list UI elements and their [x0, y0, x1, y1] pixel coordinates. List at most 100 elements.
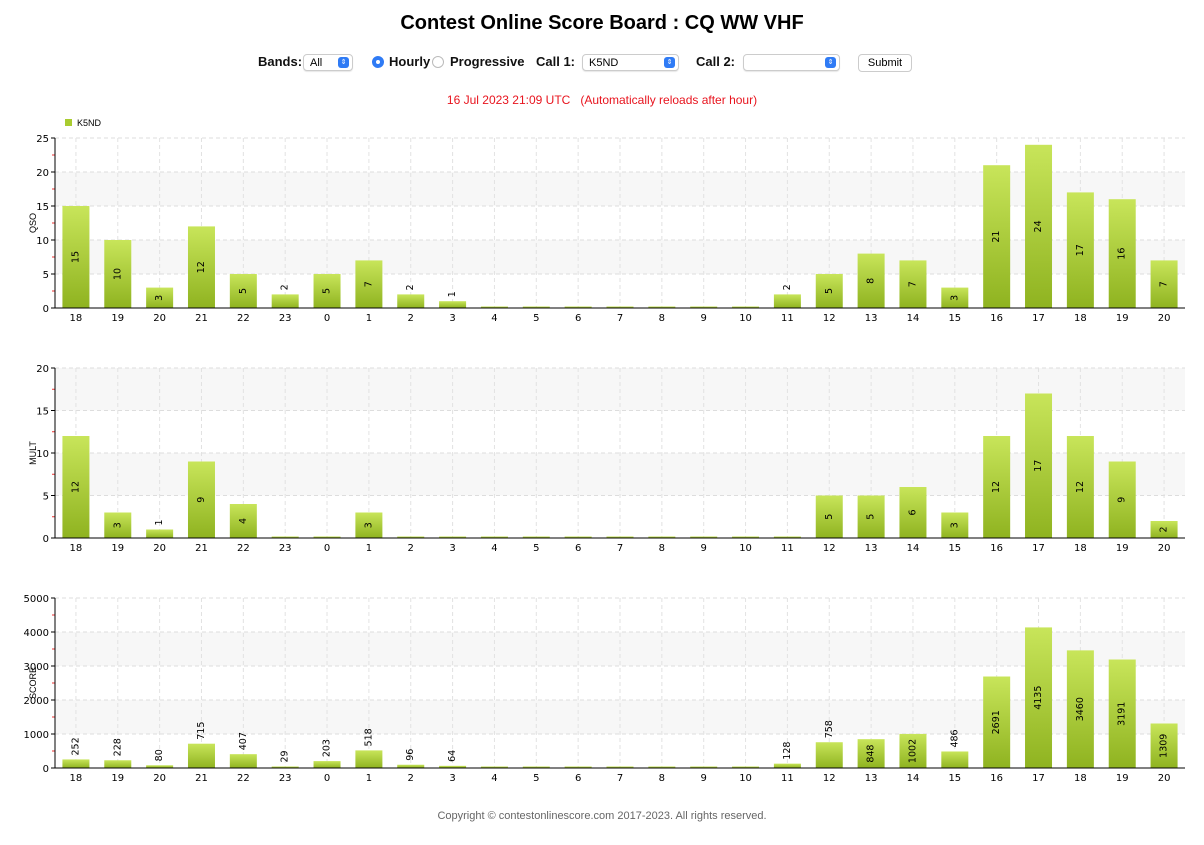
- x-tick-label: 18: [1074, 773, 1087, 784]
- x-tick-label: 19: [111, 773, 124, 784]
- bands-select[interactable]: All ⇕: [303, 54, 353, 71]
- bar: [773, 536, 801, 538]
- select-arrows-icon: ⇕: [338, 57, 349, 68]
- x-tick-label: 2: [408, 313, 414, 324]
- data-label: 96: [405, 749, 416, 761]
- data-label: 3: [112, 522, 123, 528]
- x-tick-label: 12: [823, 313, 836, 324]
- x-tick-label: 0: [324, 313, 330, 324]
- call1-value: K5ND: [589, 57, 619, 69]
- data-label: 9: [1117, 497, 1128, 503]
- x-tick-label: 17: [1032, 313, 1045, 324]
- bar: [564, 536, 592, 538]
- bar: [187, 226, 215, 308]
- data-label: 1: [154, 519, 165, 525]
- bar: [313, 536, 341, 538]
- bar: [857, 253, 885, 308]
- x-tick-label: 16: [990, 773, 1003, 784]
- data-label: 17: [1075, 244, 1086, 256]
- bar: [271, 294, 299, 308]
- bar: [146, 287, 174, 308]
- bar: [941, 512, 969, 538]
- bar: [480, 536, 508, 538]
- x-tick-label: 10: [739, 773, 752, 784]
- bar: [313, 761, 341, 768]
- call1-label: Call 1:: [536, 54, 576, 69]
- data-label: 10: [112, 268, 123, 280]
- x-tick-label: 14: [907, 773, 920, 784]
- data-label: 8: [866, 278, 877, 284]
- bar: [732, 306, 760, 308]
- y-axis-label: QSO: [28, 213, 38, 233]
- status-timestamp: 16 Jul 2023 21:09 UTC (Automatically rel…: [446, 93, 758, 107]
- footer-copyright: Copyright © contestonlinescore.com 2017-…: [437, 810, 767, 822]
- bar: [1066, 192, 1094, 308]
- data-label: 2: [782, 284, 793, 290]
- bar: [1025, 393, 1053, 538]
- bar: [187, 743, 215, 768]
- x-tick-label: 23: [279, 313, 292, 324]
- bar: [732, 536, 760, 538]
- x-tick-label: 13: [865, 543, 878, 554]
- data-label: 203: [322, 739, 333, 757]
- data-label: 252: [70, 737, 81, 755]
- bar: [1108, 461, 1136, 538]
- legend-label[interactable]: K5ND: [77, 118, 102, 128]
- call2-select[interactable]: ⇕: [743, 54, 840, 71]
- y-tick-label: 15: [36, 202, 49, 213]
- x-tick-label: 11: [781, 543, 794, 554]
- x-tick-label: 14: [907, 543, 920, 554]
- y-tick-label: 10: [36, 236, 49, 247]
- x-tick-label: 9: [701, 313, 707, 324]
- bar: [480, 306, 508, 308]
- x-tick-label: 6: [575, 543, 581, 554]
- x-tick-label: 19: [111, 543, 124, 554]
- x-tick-label: 8: [659, 543, 665, 554]
- call1-select[interactable]: K5ND ⇕: [582, 54, 679, 71]
- x-tick-label: 2: [408, 773, 414, 784]
- bar: [522, 766, 550, 768]
- y-tick-label: 0: [43, 534, 49, 545]
- page-title: Contest Online Score Board : CQ WW VHF: [400, 12, 804, 34]
- bar: [983, 436, 1011, 538]
- bar: [62, 759, 90, 768]
- bar: [355, 512, 383, 538]
- bar: [899, 260, 927, 308]
- bar: [732, 766, 760, 768]
- x-tick-label: 18: [1074, 313, 1087, 324]
- bar: [271, 766, 299, 768]
- data-label: 17: [1033, 460, 1044, 472]
- bar: [983, 165, 1011, 308]
- x-tick-label: 23: [279, 773, 292, 784]
- bar: [1150, 723, 1178, 768]
- bar: [606, 536, 634, 538]
- bar: [815, 495, 843, 538]
- x-tick-label: 1: [366, 773, 372, 784]
- data-label: 3: [949, 295, 960, 301]
- bar: [355, 260, 383, 308]
- x-tick-label: 21: [195, 773, 208, 784]
- x-tick-label: 3: [449, 543, 455, 554]
- x-tick-label: 20: [1158, 313, 1171, 324]
- progressive-label: Progressive: [450, 54, 525, 69]
- hourly-radio[interactable]: [372, 56, 384, 68]
- submit-button[interactable]: Submit: [858, 54, 912, 72]
- bar: [439, 765, 467, 768]
- bar: [104, 512, 132, 538]
- legend-swatch: [65, 119, 72, 126]
- bar: [522, 306, 550, 308]
- y-tick-label: 4000: [24, 628, 49, 639]
- progressive-radio[interactable]: [432, 56, 444, 68]
- bar: [62, 206, 90, 308]
- data-label: 5: [238, 288, 249, 294]
- data-label: 715: [196, 722, 207, 740]
- bar: [229, 274, 257, 308]
- bar: [564, 306, 592, 308]
- data-label: 7: [907, 281, 918, 287]
- x-tick-label: 19: [1116, 543, 1129, 554]
- x-tick-label: 9: [701, 773, 707, 784]
- y-tick-label: 15: [36, 407, 49, 418]
- x-tick-label: 0: [324, 773, 330, 784]
- x-tick-label: 21: [195, 543, 208, 554]
- data-label: 3: [363, 522, 374, 528]
